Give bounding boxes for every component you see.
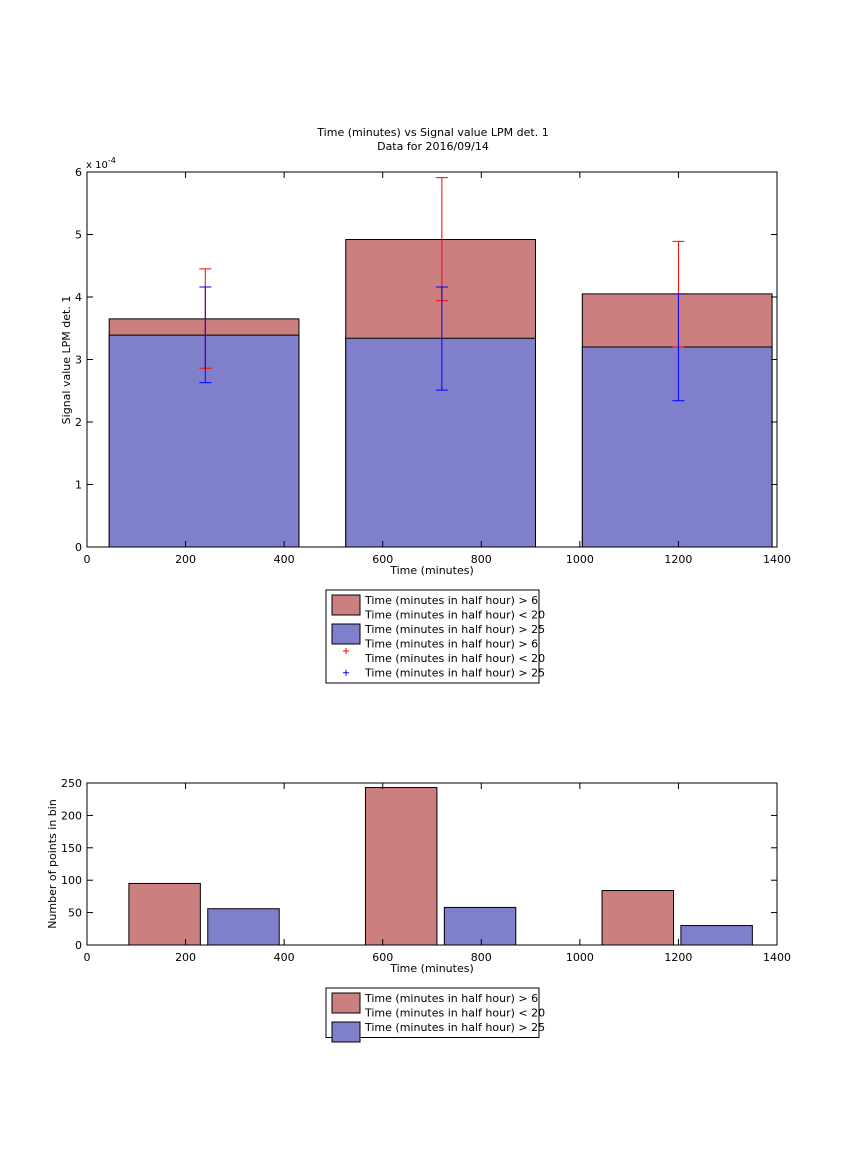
x-tick-label: 400: [274, 553, 295, 566]
x-tick-label: 1000: [566, 553, 594, 566]
x-tick-label: 400: [274, 951, 295, 964]
y-tick-label: 1: [75, 479, 82, 492]
x-axis-label: Time (minutes): [389, 962, 474, 975]
plot-frame: [86, 782, 778, 946]
x-tick-label: 200: [175, 951, 196, 964]
signal-chart: Time (minutes) vs Signal value LPM det. …: [60, 126, 791, 684]
y-tick-label: 0: [75, 541, 82, 554]
legend-label: Time (minutes in half hour) > 25: [364, 667, 545, 680]
chart-title: Time (minutes) vs Signal value LPM det. …: [316, 126, 548, 139]
y-tick-label: 250: [61, 777, 82, 790]
x-tick-label: 200: [175, 553, 196, 566]
bar-group: [108, 239, 773, 548]
legend: Time (minutes in half hour) > 6 Time (min…: [325, 987, 545, 1043]
x-tick-label: 0: [84, 553, 91, 566]
x-tick-label: 1000: [566, 951, 594, 964]
y-axis-label: Number of points in bin: [46, 799, 59, 929]
legend-swatch-red: [331, 594, 361, 616]
legend-label: Time (minutes in half hour) > 6: [364, 638, 538, 651]
bar-red: [364, 787, 438, 946]
bar-group: [128, 787, 753, 946]
exponent-base: x 10: [86, 160, 108, 171]
bar-blue: [443, 906, 517, 946]
chart-subtitle: Data for 2016/09/14: [377, 140, 489, 153]
legend-label: Time (minutes in half hour) > 6: [364, 992, 538, 1005]
y-tick-label: 5: [75, 229, 82, 242]
x-tick-label: 600: [372, 951, 393, 964]
x-tick-label: 800: [471, 553, 492, 566]
exponent-power: -4: [108, 156, 116, 165]
bar-red: [601, 890, 674, 946]
count-chart: 0 200 400 600 800 1000 1200 1400 0 50 100 150 200 25…: [46, 777, 791, 1043]
bar-blue: [207, 908, 280, 946]
x-tick-group: 0 200 400 600 800 1000 1200 1400: [84, 783, 791, 964]
legend-box: [325, 987, 540, 1038]
legend-label: Time (minutes in half hour) > 25: [364, 623, 545, 636]
x-tick-label: 800: [471, 951, 492, 964]
y-tick-label: 2: [75, 416, 82, 429]
legend-label: Time (minutes in half hour) < 20: [364, 652, 545, 665]
y-tick-group: 0 1 2 3 4 5 6: [75, 166, 777, 554]
x-tick-label: 1200: [664, 553, 692, 566]
legend-label: Time (minutes in half hour) < 20: [364, 609, 545, 622]
y-tick-label: 3: [75, 354, 82, 367]
y-tick-label: 50: [68, 907, 82, 920]
bar-blue: [680, 925, 753, 946]
x-tick-label: 600: [372, 553, 393, 566]
y-tick-label: 150: [61, 842, 82, 855]
y-tick-label: 100: [61, 874, 82, 887]
bar-blue: [108, 334, 300, 548]
x-tick-label: 0: [84, 951, 91, 964]
legend-swatch-blue: [331, 623, 361, 645]
exponent-label: x 10-4: [86, 156, 116, 171]
legend-swatch-blue: [331, 1021, 361, 1043]
x-tick-label: 1400: [763, 951, 791, 964]
x-axis-label: Time (minutes): [389, 564, 474, 577]
errorbar-group: [199, 177, 685, 402]
y-tick-label: 4: [75, 291, 82, 304]
legend-box: [325, 589, 540, 684]
legend-label: Time (minutes in half hour) < 20: [364, 1007, 545, 1020]
x-tick-label: 1400: [763, 553, 791, 566]
legend-label: Time (minutes in half hour) > 6: [364, 594, 538, 607]
x-tick-group: 0 200 400 600 800 1000 1200 1400: [84, 172, 791, 566]
legend-swatch-red: [331, 992, 361, 1014]
y-tick-group: 0 50 100 150 200 250: [61, 777, 777, 952]
x-tick-label: 1200: [664, 951, 692, 964]
legend-label: Time (minutes in half hour) > 25: [364, 1021, 545, 1034]
y-tick-label: 200: [61, 809, 82, 822]
bar-blue: [345, 337, 536, 548]
y-tick-label: 6: [75, 166, 82, 179]
y-axis-label: Signal value LPM det. 1: [60, 296, 73, 425]
y-tick-label: 0: [75, 939, 82, 952]
bar-blue: [581, 346, 773, 548]
bar-red: [128, 882, 201, 946]
